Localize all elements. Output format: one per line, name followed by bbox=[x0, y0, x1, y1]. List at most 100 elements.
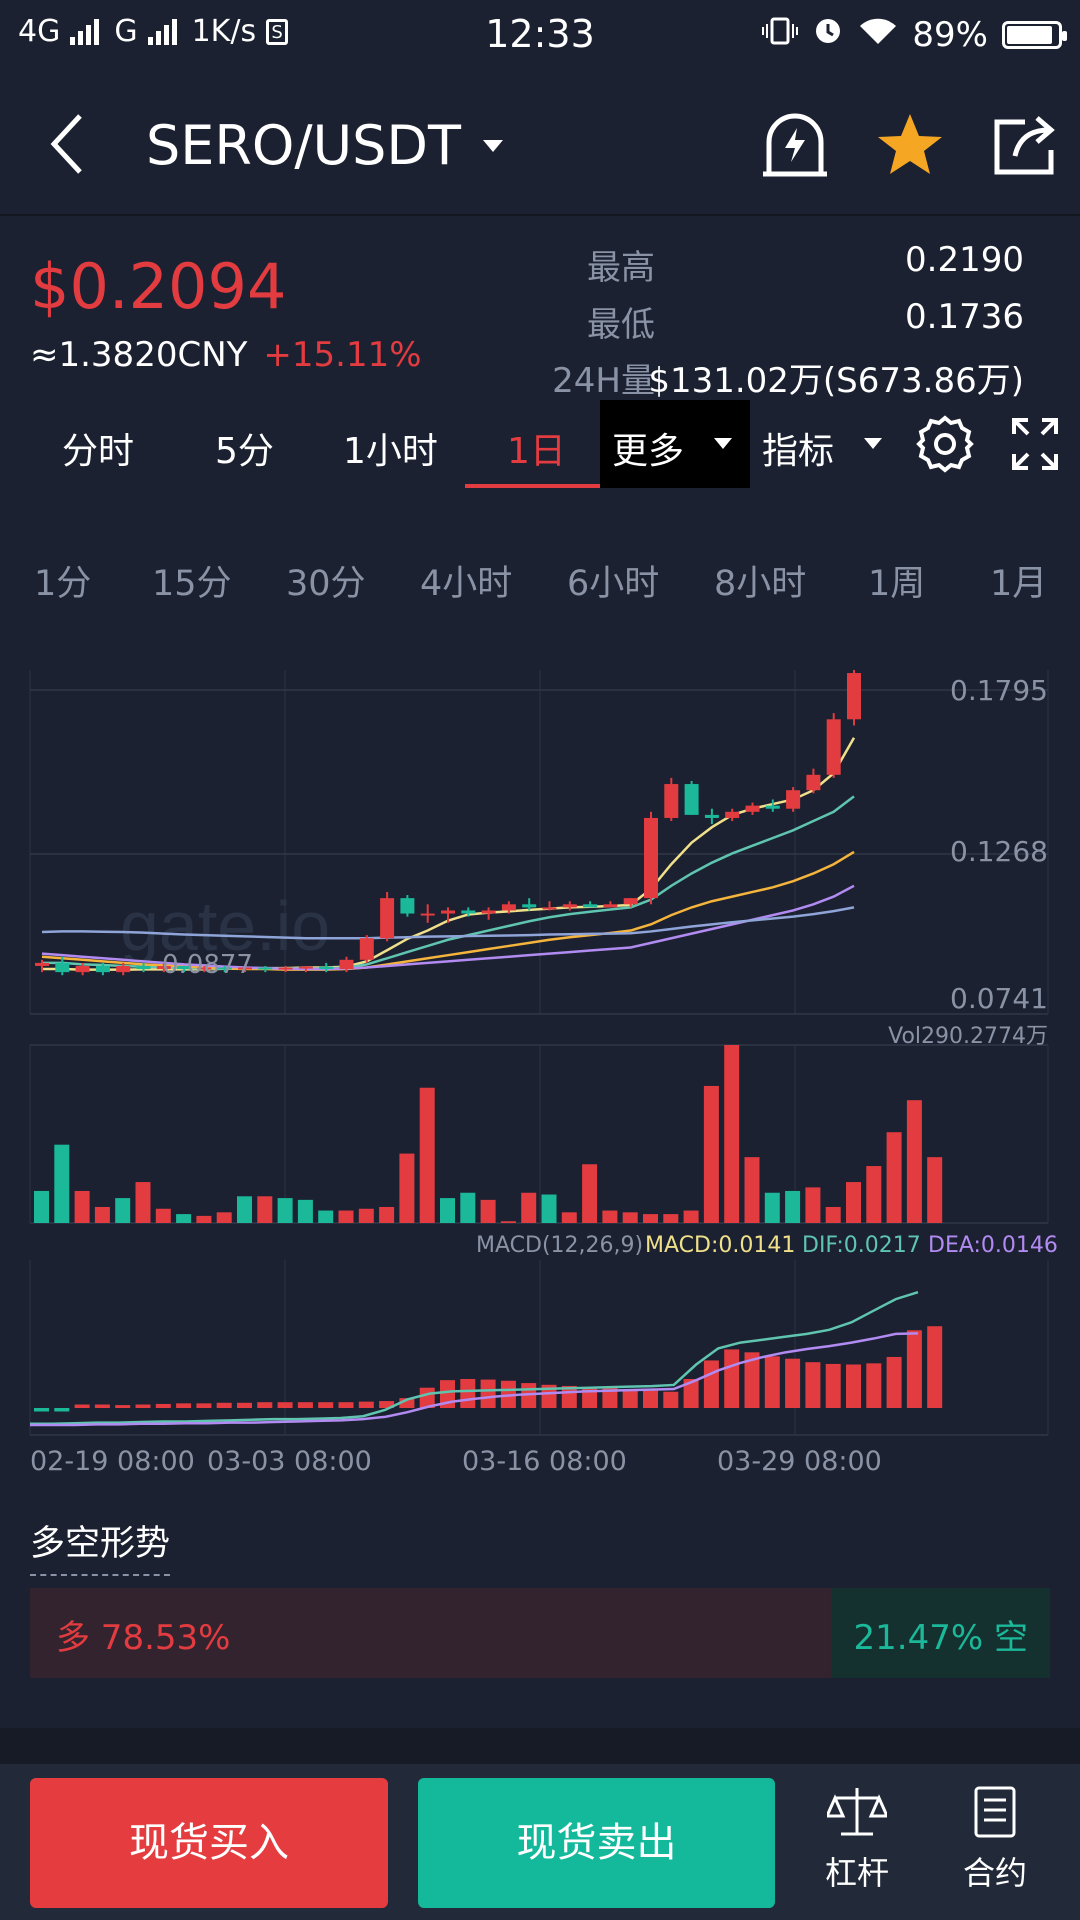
macd-bar bbox=[74, 1404, 90, 1408]
margin-label: 杠杆 bbox=[824, 1854, 889, 1892]
indicator-dropdown[interactable]: 指标 bbox=[762, 422, 834, 474]
candle bbox=[156, 965, 171, 970]
candle bbox=[542, 907, 557, 910]
macd-bar bbox=[541, 1384, 557, 1408]
volume-bar bbox=[277, 1198, 293, 1223]
change-percent: +15.11% bbox=[263, 335, 422, 375]
volume-bar bbox=[379, 1206, 395, 1223]
spot-buy-button[interactable]: 现货买入 bbox=[30, 1778, 388, 1908]
x-axis-label: 03-03 08:00 bbox=[207, 1446, 372, 1477]
macd-bar bbox=[825, 1363, 841, 1408]
clock: 12:33 bbox=[485, 12, 595, 56]
short-segment: 21.47% 空 bbox=[831, 1588, 1050, 1678]
subtab-1week[interactable]: 1周 bbox=[868, 564, 926, 604]
macd-bar bbox=[785, 1358, 801, 1408]
volume-bar bbox=[237, 1196, 252, 1223]
volume-bar bbox=[622, 1212, 638, 1223]
volume-bar bbox=[866, 1166, 882, 1223]
subtab-1min[interactable]: 1分 bbox=[34, 564, 92, 604]
pair-selector[interactable]: SERO/USDT bbox=[146, 114, 503, 177]
volume-bar bbox=[399, 1153, 415, 1223]
contract-button[interactable]: 合约 bbox=[945, 1784, 1045, 1894]
more-dropdown[interactable]: 更多 bbox=[600, 400, 750, 488]
candle bbox=[258, 967, 273, 970]
macd-bar bbox=[683, 1379, 699, 1408]
candle bbox=[177, 965, 192, 970]
alert-icon[interactable] bbox=[755, 104, 835, 184]
candle bbox=[278, 967, 293, 970]
candle bbox=[745, 805, 760, 812]
volume-bar bbox=[216, 1212, 232, 1223]
subtab-6hour[interactable]: 6小时 bbox=[567, 564, 660, 604]
fullscreen-icon[interactable] bbox=[1010, 416, 1060, 472]
low-value: 0.1736 bbox=[905, 297, 1024, 337]
network-1: 4G bbox=[18, 14, 61, 49]
macd-bar bbox=[318, 1402, 334, 1408]
macd-panel bbox=[30, 1290, 943, 1427]
macd-bar bbox=[155, 1403, 171, 1408]
share-icon[interactable] bbox=[985, 104, 1065, 184]
candle bbox=[319, 966, 334, 970]
subtab-1month[interactable]: 1月 bbox=[990, 564, 1048, 604]
macd-bar bbox=[602, 1387, 618, 1408]
kline-chart[interactable]: gate.io 0.1795 0.1268 0.0741 0.0877 Vol2… bbox=[0, 650, 1080, 1480]
x-axis-label: 02-19 08:00 bbox=[30, 1446, 195, 1477]
scale-icon bbox=[824, 1788, 890, 1836]
volume-bar bbox=[358, 1208, 374, 1223]
low-label: 最低 bbox=[587, 305, 655, 345]
candle bbox=[420, 913, 435, 916]
indicator-caret-icon bbox=[864, 438, 882, 449]
volume-bar bbox=[663, 1214, 679, 1223]
volume-bar bbox=[196, 1215, 212, 1223]
volume-bar bbox=[703, 1085, 719, 1223]
volume-bar bbox=[744, 1157, 760, 1223]
volume-bar bbox=[927, 1157, 943, 1223]
subtab-15min[interactable]: 15分 bbox=[152, 564, 232, 604]
macd-value: MACD:0.0141 bbox=[645, 1233, 795, 1258]
document-icon bbox=[974, 1786, 1016, 1838]
candle bbox=[35, 962, 49, 966]
candle bbox=[847, 673, 861, 720]
net-speed: 1K/s bbox=[191, 14, 257, 49]
bottom-action-bar: 现货买入 现货卖出 杠杆 合约 bbox=[0, 1764, 1080, 1920]
star-icon[interactable] bbox=[870, 104, 950, 184]
candle bbox=[684, 784, 699, 815]
sim-icon: S bbox=[266, 18, 289, 45]
volume-bar bbox=[825, 1206, 841, 1223]
subtab-8hour[interactable]: 8小时 bbox=[714, 564, 807, 604]
subtab-30min[interactable]: 30分 bbox=[286, 564, 366, 604]
tab-5min[interactable]: 5分 bbox=[215, 431, 274, 472]
volume-bar bbox=[500, 1221, 516, 1223]
status-right: 89% bbox=[762, 14, 1067, 55]
last-price: $0.2094 bbox=[30, 250, 287, 323]
macd-name: MACD(12,26,9) bbox=[476, 1233, 643, 1258]
macd-bar bbox=[703, 1360, 719, 1408]
macd-bar bbox=[764, 1356, 780, 1408]
margin-button[interactable]: 杠杆 bbox=[807, 1784, 907, 1894]
candle bbox=[359, 938, 374, 960]
volume-bar bbox=[480, 1199, 496, 1223]
macd-bar bbox=[927, 1326, 943, 1408]
macd-bar bbox=[886, 1356, 902, 1408]
wifi-icon bbox=[858, 15, 898, 55]
x-axis-label: 03-29 08:00 bbox=[717, 1446, 882, 1477]
candle bbox=[238, 967, 252, 970]
volume-bar bbox=[886, 1132, 902, 1223]
macd-bar bbox=[460, 1379, 476, 1408]
tab-1hour[interactable]: 1小时 bbox=[343, 431, 438, 472]
subtab-4hour[interactable]: 4小时 bbox=[420, 564, 513, 604]
volume-bar bbox=[521, 1192, 537, 1223]
candle bbox=[725, 811, 740, 818]
spot-sell-button[interactable]: 现货卖出 bbox=[418, 1778, 775, 1908]
candle bbox=[441, 910, 455, 914]
tab-1day[interactable]: 1日 bbox=[507, 431, 566, 472]
settings-icon[interactable] bbox=[915, 414, 975, 474]
ma-line bbox=[41, 884, 855, 971]
ma-line bbox=[41, 906, 855, 940]
min-price-marker: 0.0877 bbox=[162, 950, 253, 980]
candle bbox=[501, 904, 516, 911]
volume-bar bbox=[74, 1190, 90, 1223]
volume-bar bbox=[297, 1199, 313, 1223]
tab-timeshare[interactable]: 分时 bbox=[62, 431, 135, 472]
back-icon[interactable] bbox=[42, 104, 102, 184]
